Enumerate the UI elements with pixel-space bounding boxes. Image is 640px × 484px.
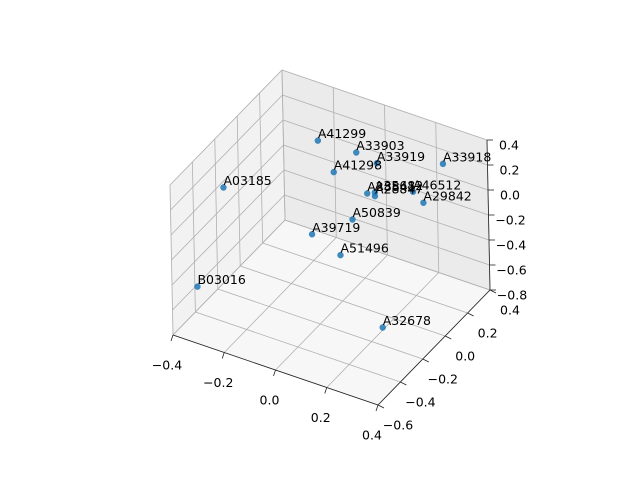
x-tick-label: 0.2 bbox=[311, 410, 331, 425]
point bbox=[337, 251, 344, 259]
y-tick bbox=[489, 289, 497, 294]
y-axis-line bbox=[377, 289, 491, 406]
points bbox=[194, 137, 447, 331]
point-label: A51496 bbox=[340, 241, 388, 256]
z-tick-label: 0.4 bbox=[499, 138, 519, 153]
z-tick-label: −0.8 bbox=[497, 288, 527, 303]
point-label: A03185 bbox=[223, 173, 271, 188]
grid-line bbox=[195, 311, 401, 383]
point bbox=[194, 283, 201, 290]
x-tick bbox=[221, 352, 225, 359]
grid-line bbox=[282, 119, 489, 191]
grid-line bbox=[262, 242, 468, 314]
y-tick-label: −0.2 bbox=[428, 372, 458, 387]
y-tick bbox=[400, 381, 407, 386]
grid-line bbox=[282, 94, 488, 166]
point bbox=[371, 192, 379, 200]
grid-line bbox=[281, 69, 488, 141]
z-tick-label: 0.2 bbox=[500, 163, 520, 178]
point-label: B03016 bbox=[197, 272, 245, 287]
grid-line bbox=[169, 69, 283, 186]
y-tick-label: −0.4 bbox=[405, 395, 435, 410]
z-tick-label: −0.4 bbox=[496, 238, 526, 253]
x-tick bbox=[324, 387, 328, 394]
grid-line bbox=[170, 94, 283, 211]
point bbox=[349, 216, 356, 223]
x-tick bbox=[273, 369, 276, 377]
point-label: A32678 bbox=[383, 313, 431, 328]
point-label: A41299 bbox=[318, 126, 366, 141]
grid-line bbox=[283, 144, 489, 216]
grid-line bbox=[283, 169, 490, 241]
z-tick-label: 0.0 bbox=[500, 188, 520, 203]
y-tick bbox=[445, 335, 452, 340]
point bbox=[420, 199, 427, 206]
y-tick bbox=[422, 358, 429, 363]
point bbox=[308, 231, 316, 238]
point bbox=[439, 160, 447, 168]
point-label: A33918 bbox=[443, 149, 491, 164]
grid-line bbox=[223, 237, 337, 353]
point-label: A50839 bbox=[353, 205, 401, 220]
point-label: A46512 bbox=[413, 177, 461, 192]
y-tick-label: −0.6 bbox=[383, 418, 413, 433]
y-tick-label: 0.0 bbox=[455, 349, 475, 364]
x-tick-label: 0.0 bbox=[260, 393, 280, 408]
point bbox=[409, 188, 417, 195]
point-label: A33919 bbox=[377, 149, 425, 164]
grid-line bbox=[172, 219, 286, 336]
grid-line bbox=[171, 144, 284, 261]
z-tick-label: −0.6 bbox=[496, 263, 526, 278]
z-tick-label: −0.2 bbox=[495, 213, 525, 228]
labels: −0.4−0.20.00.20.4−0.6−0.4−0.20.00.20.4−0… bbox=[152, 126, 527, 442]
point-label: A39719 bbox=[312, 220, 360, 235]
x-tick-label: −0.2 bbox=[203, 375, 233, 390]
grid-line bbox=[172, 194, 285, 311]
x-tick-label: −0.4 bbox=[152, 358, 182, 373]
grid-line bbox=[240, 265, 446, 337]
point bbox=[364, 190, 371, 197]
grid-line bbox=[284, 194, 490, 266]
point bbox=[314, 137, 322, 144]
grid-line bbox=[275, 254, 388, 371]
point-label: A41298 bbox=[334, 158, 382, 173]
grid-line bbox=[284, 219, 491, 291]
grid-line bbox=[217, 288, 423, 360]
point-label: A35682 bbox=[375, 178, 423, 193]
point-label: A28841 bbox=[367, 179, 415, 194]
y-tick-label: 0.4 bbox=[500, 303, 520, 318]
point bbox=[373, 160, 381, 167]
point bbox=[353, 149, 360, 156]
y-tick bbox=[377, 404, 385, 409]
point-label: A28847 bbox=[375, 182, 423, 197]
point bbox=[220, 184, 227, 191]
x-tick-label: 0.4 bbox=[362, 428, 382, 443]
point-label: A33903 bbox=[356, 138, 404, 153]
y-tick-label: 0.2 bbox=[478, 326, 498, 341]
point bbox=[330, 168, 337, 176]
x-tick bbox=[375, 404, 379, 412]
grid-line bbox=[171, 169, 285, 286]
point-label: A29842 bbox=[423, 188, 471, 203]
grid-line bbox=[170, 119, 284, 236]
point bbox=[379, 324, 386, 331]
y-tick bbox=[467, 312, 474, 317]
x-tick bbox=[170, 334, 174, 342]
